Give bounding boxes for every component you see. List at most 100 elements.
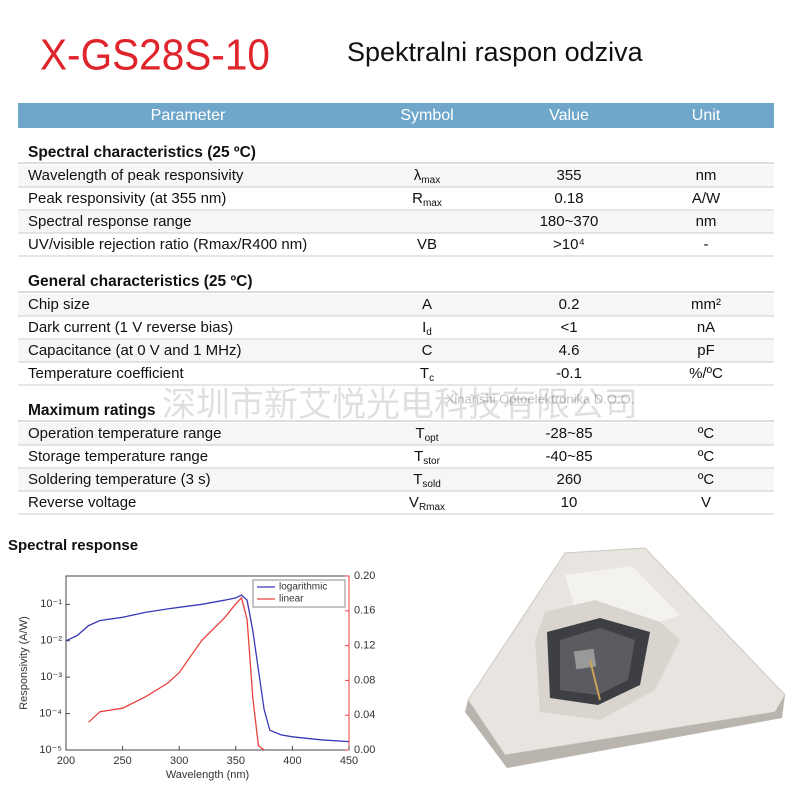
x-tick-label: 250	[113, 755, 131, 767]
y2-tick-label: 0.08	[354, 674, 375, 686]
x-tick-label: 200	[57, 755, 75, 767]
row-band	[18, 423, 774, 445]
symbol-sub: max	[421, 175, 440, 186]
parameter: Dark current (1 V reverse bias)	[28, 319, 233, 336]
value: 180~370	[540, 213, 599, 230]
unit: nA	[697, 319, 715, 336]
symbol-main: VB	[417, 236, 437, 253]
symbol: A	[422, 296, 432, 313]
symbol-sub: c	[429, 373, 434, 384]
watermark: Xinanshi Optoelektronika D.O.O.	[446, 391, 635, 406]
unit: ºC	[698, 471, 714, 488]
section-title: Spectral characteristics (25 ºC)	[28, 144, 256, 161]
value: 0.2	[559, 296, 580, 313]
parameter: Wavelength of peak responsivity	[28, 167, 244, 184]
parameter: Spectral response range	[28, 213, 191, 230]
symbol-sub: d	[426, 327, 432, 338]
parameter: Temperature coefficient	[28, 365, 184, 382]
row-band	[18, 469, 774, 491]
unit: -	[704, 236, 709, 253]
symbol-sub: max	[423, 198, 442, 209]
parameter: Storage temperature range	[28, 448, 208, 465]
symbol: Rmax	[412, 190, 442, 209]
symbol-main: I	[422, 319, 426, 336]
symbol-main: T	[420, 365, 429, 382]
row-band	[18, 492, 774, 514]
y2-tick-label: 0.00	[354, 744, 375, 756]
column-header: Unit	[692, 107, 721, 124]
symbol-sub: Rmax	[419, 502, 445, 513]
y2-tick-label: 0.20	[354, 570, 375, 582]
symbol-main: T	[415, 425, 424, 442]
value: 0.18	[554, 190, 583, 207]
symbol-main: T	[414, 448, 423, 465]
product-photo	[465, 547, 786, 768]
y2-tick-label: 0.12	[354, 640, 375, 652]
x-axis-label: Wavelength (nm)	[166, 769, 249, 781]
value: >10⁴	[553, 236, 585, 253]
symbol: Tc	[420, 365, 434, 384]
x-tick-label: 400	[283, 755, 301, 767]
parameter: Chip size	[28, 296, 90, 313]
symbol-main: T	[413, 471, 422, 488]
section-title: General characteristics (25 ºC)	[28, 273, 253, 290]
unit: ºC	[698, 448, 714, 465]
parameter: Capacitance (at 0 V and 1 MHz)	[28, 342, 241, 359]
y-tick-label: 10⁻⁵	[39, 744, 62, 756]
y-tick-label: 10⁻⁴	[39, 707, 62, 719]
row-band	[18, 211, 774, 233]
product-title: X-GS28S-10	[40, 31, 270, 80]
y-tick-label: 10⁻¹	[40, 598, 62, 610]
y2-tick-label: 0.04	[354, 709, 375, 721]
series-line	[88, 596, 265, 751]
symbol-main: C	[422, 342, 433, 359]
value: -40~85	[545, 448, 592, 465]
symbol-main: R	[412, 190, 423, 207]
value: <1	[560, 319, 577, 336]
symbol: Tsold	[413, 471, 441, 490]
row-band	[18, 165, 774, 187]
symbol-sub: stor	[423, 456, 440, 467]
symbol: Tstor	[414, 448, 441, 467]
parameter: UV/visible rejection ratio (Rmax/R400 nm…	[28, 236, 307, 253]
section-title: Maximum ratings	[28, 402, 155, 419]
unit: %/ºC	[689, 365, 723, 382]
parameter: Operation temperature range	[28, 425, 221, 442]
unit: mm²	[691, 296, 721, 313]
value: 260	[556, 471, 581, 488]
column-header: Value	[549, 107, 589, 124]
value: -0.1	[556, 365, 582, 382]
series-line	[65, 594, 350, 743]
parameter: Soldering temperature (3 s)	[28, 471, 211, 488]
y-tick-label: 10⁻³	[40, 671, 62, 683]
subtitle: Spektralni raspon odziva	[347, 37, 644, 67]
symbol: VB	[417, 236, 437, 253]
symbol: Topt	[415, 425, 438, 444]
row-band	[18, 317, 774, 339]
y-axis-label: Responsivity (A/W)	[18, 616, 30, 710]
parameter: Peak responsivity (at 355 nm)	[28, 190, 226, 207]
row-band	[18, 188, 774, 210]
row-band	[18, 340, 774, 362]
legend-label: linear	[279, 594, 304, 605]
symbol-sub: sold	[422, 479, 440, 490]
unit: V	[701, 494, 711, 511]
unit: nm	[696, 167, 717, 184]
y2-tick-label: 0.16	[354, 605, 375, 617]
value: 10	[561, 494, 578, 511]
parameter: Reverse voltage	[28, 494, 136, 511]
symbol: C	[422, 342, 433, 359]
chart-title: Spectral response	[8, 537, 138, 554]
column-header: Parameter	[151, 107, 226, 124]
legend-box	[252, 579, 346, 608]
row-band	[18, 363, 774, 385]
column-header: Symbol	[400, 107, 453, 124]
symbol: λmax	[414, 167, 440, 186]
row-band	[18, 446, 774, 468]
x-tick-label: 300	[170, 755, 188, 767]
symbol-main: A	[422, 296, 432, 313]
row-band	[18, 294, 774, 316]
unit: nm	[696, 213, 717, 230]
